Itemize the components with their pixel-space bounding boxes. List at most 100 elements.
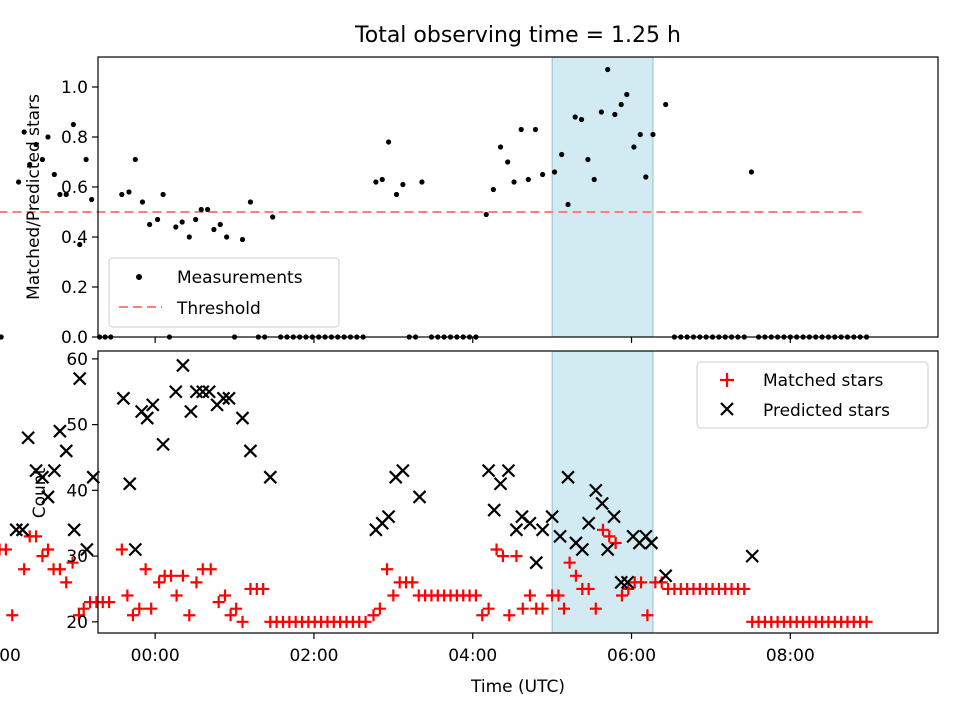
matched-star-point	[510, 550, 523, 563]
predicted-star-point	[509, 523, 524, 537]
measurement-point	[179, 219, 185, 225]
measurement-point	[57, 191, 63, 198]
matched-star-point	[126, 609, 139, 622]
predicted-star-point	[116, 391, 131, 406]
measurement-point	[650, 131, 656, 138]
measurement-legend-marker	[136, 274, 142, 280]
matched-star-point	[359, 615, 372, 628]
count-x-tick-label: 02:00	[289, 646, 338, 666]
predicted-star-point	[575, 542, 590, 557]
predicted-star-point	[381, 509, 396, 524]
predicted-star-point	[47, 463, 62, 478]
measurement-point	[624, 91, 630, 98]
measurement-point	[45, 134, 51, 140]
count-y-tick-label: 20	[66, 613, 88, 633]
predicted-star-point	[614, 575, 628, 590]
measurement-point	[505, 159, 511, 165]
measurement-point	[565, 201, 571, 208]
measurement-point	[16, 179, 22, 185]
ratio-y-ticks: 0.0 0.2 0.4 0.6 0.8 1.0	[61, 78, 98, 348]
predicted-star-point	[128, 542, 143, 557]
predicted-star-point	[15, 523, 30, 537]
measurement-point	[748, 169, 755, 175]
predicted-star-point	[535, 523, 550, 537]
measurement-point	[511, 179, 517, 185]
predicted-star-point	[589, 483, 603, 498]
predicted-star-point	[202, 384, 216, 399]
predicted-star-point	[487, 503, 501, 517]
predicted-star-point	[72, 371, 87, 386]
measurement-point	[483, 211, 489, 218]
matched-star-point	[476, 609, 489, 622]
matched-star-point	[596, 523, 609, 536]
ratio-axes-frame	[97, 56, 939, 338]
matched-star-point	[66, 556, 79, 569]
count-y-tick-label: 50	[66, 416, 88, 436]
predicted-star-point	[501, 463, 516, 478]
matched-star-point	[219, 589, 232, 602]
count-y-tick-label: 60	[66, 350, 88, 370]
measurement-point	[247, 199, 254, 205]
measurement-point	[591, 176, 597, 183]
measurement-point	[89, 196, 95, 203]
matched-star-point	[176, 569, 189, 582]
highlight-span	[551, 56, 654, 338]
predicted-star-point	[658, 569, 673, 583]
count-y-axis-label: Count	[30, 467, 50, 518]
predicted-star-point	[189, 384, 204, 399]
predicted-star-point	[620, 575, 635, 590]
matched-star-point	[145, 602, 158, 615]
matched-star-point	[183, 609, 196, 622]
matched-star-point	[516, 602, 529, 615]
predicted-star-point	[581, 516, 596, 531]
matched-star-point	[204, 563, 217, 576]
matched-star-point	[165, 569, 178, 582]
matched-star-point	[490, 543, 503, 556]
count-x-tick-label: 08:00	[766, 646, 815, 666]
predicted-star-point	[176, 358, 190, 373]
predicted-star-points	[9, 358, 759, 590]
predicted-star-point	[35, 470, 50, 484]
measurement-point	[39, 156, 46, 163]
count-x-tick-label: 04:00	[448, 646, 497, 666]
matched-star-point	[53, 563, 66, 576]
measurement-point	[518, 126, 524, 133]
matched-star-point	[582, 582, 595, 595]
ratio-y-tick-label: 0.8	[61, 128, 88, 148]
matched-star-point	[622, 582, 635, 595]
matched-star-point	[496, 550, 509, 563]
measurement-point	[186, 234, 192, 240]
measurement-point	[198, 206, 204, 213]
ratio-axes: 0.0 0.2 0.4 0.6 0.8 1.0 Matched/Predicted sta…	[0, 56, 939, 348]
count-axes-frame	[97, 350, 939, 634]
predicted-star-point	[59, 444, 74, 458]
matched-star-point	[616, 589, 629, 602]
highlight-span	[551, 350, 654, 634]
count-x-ticks: 22:00 00:00 02:00 04:00 06:00 08:00	[0, 633, 815, 666]
measurement-point	[224, 234, 230, 240]
predicted-star-point	[523, 516, 537, 531]
predicted-star-point	[140, 411, 155, 425]
matched-star-point	[36, 550, 49, 563]
matched-star-point	[609, 536, 622, 549]
matched-star-point	[230, 602, 243, 615]
predicted-star-point	[529, 555, 544, 570]
predicted-star-point	[222, 391, 236, 406]
measurement-point	[643, 174, 649, 180]
predicted-star-point	[600, 542, 615, 557]
measurement-point	[532, 126, 539, 133]
matched-star-point	[103, 596, 116, 609]
predicted-star-point	[184, 404, 198, 419]
matched-star-point	[367, 609, 380, 622]
predicted-star-point	[9, 523, 24, 537]
matched-star-point	[603, 530, 616, 543]
matched-star-point	[552, 589, 565, 602]
measurement-point	[126, 189, 132, 195]
count-y-ticks: 20 30 40 50 60	[66, 350, 98, 633]
predicted-star-point	[67, 523, 81, 537]
predicted-star-point	[561, 470, 575, 484]
measurement-point	[77, 241, 83, 248]
measurement-point	[160, 191, 166, 198]
measurement-point	[21, 129, 27, 135]
matched-star-point	[224, 609, 237, 622]
